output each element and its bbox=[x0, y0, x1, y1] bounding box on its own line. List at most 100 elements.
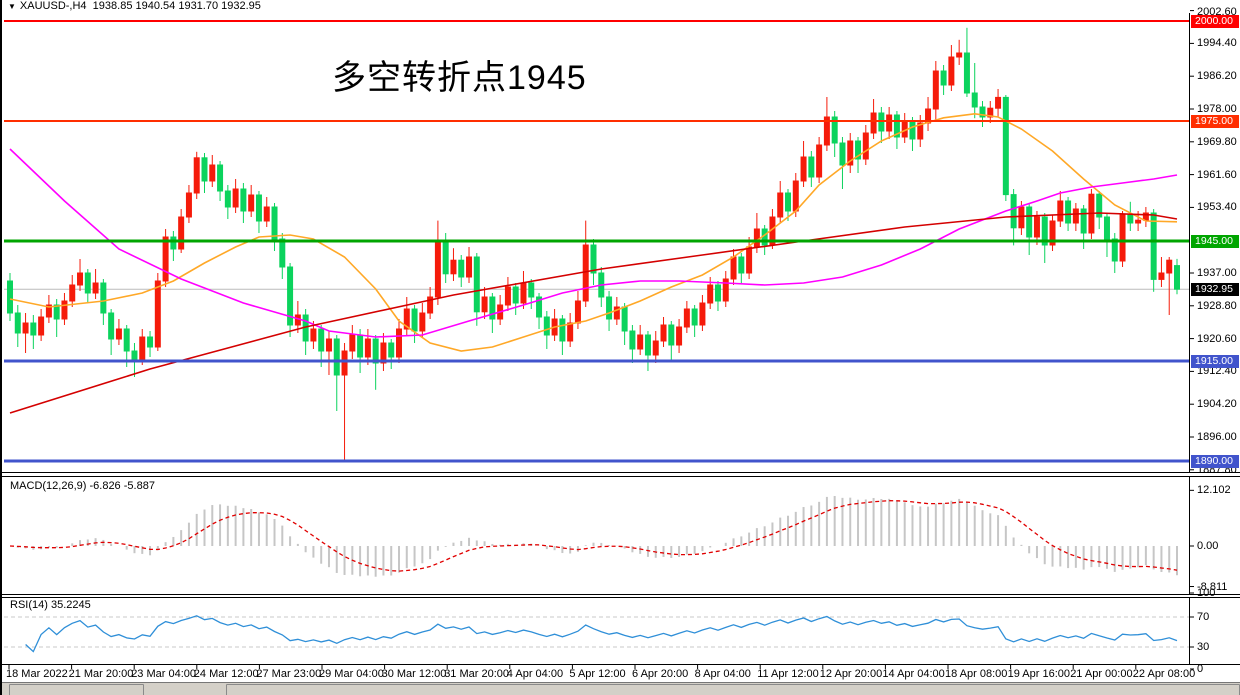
candle-body bbox=[777, 192, 784, 218]
candle-body bbox=[606, 296, 613, 320]
candle-body bbox=[816, 144, 823, 178]
time-tick-label: 19 Apr 16:00 bbox=[1007, 668, 1070, 680]
time-axis[interactable]: 18 Mar 2022 21 Mar 20:00 23 Mar 04:00 24 Ma… bbox=[2, 665, 1240, 681]
candle-body bbox=[170, 236, 177, 250]
candle-body bbox=[100, 282, 107, 314]
candle-body bbox=[1072, 208, 1079, 224]
candle-body bbox=[1150, 212, 1157, 280]
ohlc-low: 1931.70 bbox=[178, 0, 219, 12]
candle-body bbox=[287, 266, 294, 326]
candle-body bbox=[411, 308, 418, 332]
time-tick-label: 12 Apr 20:00 bbox=[819, 668, 883, 680]
candle-body bbox=[1135, 219, 1142, 224]
price-badge: 1932.95 bbox=[1191, 282, 1239, 296]
time-tick-label: 14 Apr 04:00 bbox=[882, 668, 945, 680]
price-badge: 1890.00 bbox=[1191, 454, 1239, 468]
candle-body bbox=[380, 342, 387, 364]
candle-body bbox=[1158, 272, 1165, 280]
candle-body bbox=[108, 312, 115, 340]
time-tick-label: 30 Mar 12:00 bbox=[381, 668, 447, 680]
panel-separator[interactable] bbox=[2, 472, 1240, 477]
candle-body bbox=[652, 340, 659, 356]
symbol-timeframe: XAUUSD-,H4 bbox=[19, 0, 87, 12]
status-box-left bbox=[9, 684, 144, 695]
candle-body bbox=[92, 282, 99, 294]
status-bar bbox=[2, 682, 1240, 695]
candle-body bbox=[862, 132, 869, 160]
panel-separator[interactable] bbox=[2, 594, 1240, 598]
candle-body bbox=[1018, 206, 1025, 229]
candle-body bbox=[473, 256, 480, 313]
candle-body bbox=[691, 308, 698, 326]
candle-body bbox=[1111, 238, 1118, 262]
candle-body bbox=[240, 188, 247, 212]
chevron-down-icon[interactable]: ▼ bbox=[8, 2, 16, 11]
price-tick-label: 1928.80 bbox=[1197, 299, 1237, 312]
price-axis[interactable]: 2002.60 1994.40 1986.20 1978.00 1969.80 1961.… bbox=[1189, 6, 1240, 675]
candle-body bbox=[325, 338, 332, 352]
candle-body bbox=[971, 92, 978, 108]
candle-body bbox=[1103, 216, 1110, 240]
macd-axis-label: 0.00 bbox=[1197, 540, 1219, 552]
price-tick-label: 1953.40 bbox=[1197, 201, 1237, 214]
rsi-axis-label: 30 bbox=[1197, 641, 1210, 653]
time-tick-label: 27 Mar 23:00 bbox=[256, 668, 322, 680]
candle-body bbox=[644, 334, 651, 356]
candle-body bbox=[131, 350, 138, 360]
candle-body bbox=[528, 282, 535, 298]
time-tick-label: 21 Mar 20:00 bbox=[68, 668, 134, 680]
price-tick-label: 1978.00 bbox=[1197, 103, 1237, 115]
candle-body bbox=[162, 236, 169, 282]
candle-body bbox=[263, 206, 270, 222]
candle-body bbox=[450, 259, 457, 275]
time-tick-label: 6 Apr 20:00 bbox=[632, 668, 689, 680]
time-tick-label: 22 Apr 08:00 bbox=[1132, 668, 1196, 680]
candle-body bbox=[341, 350, 348, 376]
candle-body bbox=[224, 190, 231, 208]
candle-body bbox=[1057, 200, 1064, 222]
candle-body bbox=[917, 122, 924, 140]
candle-body bbox=[839, 142, 846, 166]
status-box-right bbox=[226, 684, 1240, 695]
price-tick-label: 1904.20 bbox=[1197, 398, 1237, 411]
price-tick-label: 1994.40 bbox=[1197, 37, 1237, 50]
macd-axis-label: -8.811 bbox=[1197, 580, 1228, 593]
price-tick-label: 1937.00 bbox=[1197, 267, 1237, 279]
macd-signal-line bbox=[9, 500, 1178, 572]
candle-body bbox=[792, 180, 799, 212]
rsi-line bbox=[25, 615, 1178, 653]
price-tick-label: 1896.00 bbox=[1197, 431, 1237, 443]
candle-body bbox=[987, 107, 994, 118]
candle-body bbox=[139, 336, 146, 360]
candle-body bbox=[753, 228, 760, 248]
ma-slow-line bbox=[9, 148, 1178, 338]
candle-body bbox=[870, 112, 877, 134]
candle-body bbox=[45, 304, 52, 318]
candle-body bbox=[232, 188, 239, 208]
macd-name: MACD(12,26,9) bbox=[10, 480, 87, 492]
candle-body bbox=[808, 156, 815, 178]
candle-body bbox=[217, 164, 224, 192]
candle-body bbox=[1010, 194, 1017, 229]
candle-body bbox=[147, 336, 154, 348]
candle-body bbox=[458, 259, 465, 278]
candle-body bbox=[613, 306, 620, 320]
candle-body bbox=[1033, 216, 1040, 238]
rsi-axis-label: 100 bbox=[1197, 587, 1216, 599]
candle-body bbox=[707, 284, 714, 304]
candle-body bbox=[886, 114, 893, 132]
candle-body bbox=[1065, 200, 1072, 224]
ma-long-line bbox=[9, 212, 1178, 414]
candle-body bbox=[1002, 96, 1009, 196]
candle-body bbox=[357, 334, 364, 358]
macd-signal-value: -5.887 bbox=[123, 480, 155, 492]
ohlc-open: 1938.85 bbox=[92, 0, 133, 12]
candle-body bbox=[785, 192, 791, 212]
candle-body bbox=[318, 328, 325, 352]
time-tick-label: 24 Mar 12:00 bbox=[193, 668, 259, 680]
candle-body bbox=[722, 278, 729, 302]
ohlc-close: 1932.95 bbox=[221, 0, 261, 12]
macd-axis-label: 12.102 bbox=[1197, 484, 1231, 497]
